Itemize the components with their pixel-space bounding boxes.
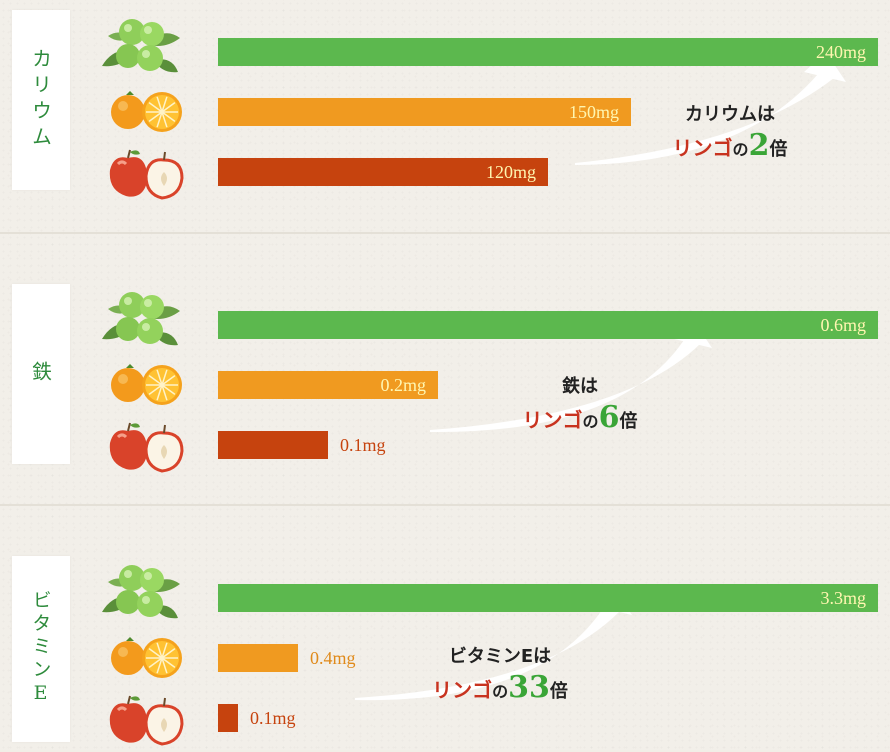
bar-value-label: 0.1mg [340, 435, 386, 455]
callout-times: 倍 [619, 411, 638, 432]
callout-iron: 鉄は リンゴの6倍 [500, 372, 660, 435]
bar [218, 98, 631, 126]
bar-value-label: 120mg [485, 162, 536, 182]
category-label: ビタミンE [29, 590, 52, 708]
callout-line2: リンゴの6倍 [500, 400, 660, 435]
panel-divider [0, 504, 890, 506]
bar-value-label: 3.3mg [820, 588, 866, 608]
callout-apple-text: リンゴ [522, 408, 583, 432]
bar [218, 371, 438, 399]
callout-apple-text: リンゴ [432, 678, 493, 702]
category-label-card: カリウム [12, 10, 70, 190]
bar-value-label: 0.6mg [820, 315, 866, 335]
callout-multiplier: 33 [508, 670, 550, 705]
bar-value-label: 0.4mg [310, 648, 356, 668]
bar [218, 158, 548, 186]
green-grape-icon [94, 16, 184, 84]
orange-icon [104, 86, 188, 140]
bar [218, 704, 238, 732]
panel-divider [0, 232, 890, 234]
callout-times: 倍 [769, 139, 788, 160]
callout-multiplier: 6 [598, 400, 620, 435]
bar-value-label: 0.2mg [380, 375, 426, 395]
callout-apple-text: リンゴ [672, 136, 733, 160]
bar-value-label: 150mg [568, 102, 619, 122]
category-label: 鉄 [28, 361, 53, 387]
apple-icon [104, 146, 188, 206]
callout-line2: リンゴの2倍 [650, 128, 810, 163]
orange-icon [104, 632, 188, 686]
orange-icon [104, 359, 188, 413]
apple-icon [104, 419, 188, 479]
bar-value-label: 240mg [815, 42, 866, 62]
callout-line1: ビタミンEは [448, 646, 552, 667]
callout-line2: リンゴの33倍 [400, 670, 600, 705]
callout-line1: 鉄は [562, 376, 598, 397]
apple-icon [104, 692, 188, 752]
callout-no: の [492, 682, 509, 701]
callout-no: の [732, 140, 749, 159]
bar [218, 311, 878, 339]
callout-vitamin-e: ビタミンEは リンゴの33倍 [400, 642, 600, 705]
bar [218, 644, 298, 672]
green-grape-icon [94, 562, 184, 630]
category-label-card: 鉄 [12, 284, 70, 464]
bar-value-label: 0.1mg [250, 708, 296, 728]
callout-line1: カリウムは [685, 104, 775, 125]
green-grape-icon [94, 289, 184, 357]
category-label-card: ビタミンE [12, 556, 70, 742]
category-label: カリウム [28, 48, 53, 152]
callout-times: 倍 [549, 681, 568, 702]
callout-no: の [582, 412, 599, 431]
callout-multiplier: 2 [748, 128, 770, 163]
bar [218, 38, 878, 66]
bar [218, 584, 878, 612]
bar [218, 431, 328, 459]
callout-potassium: カリウムは リンゴの2倍 [650, 100, 810, 163]
